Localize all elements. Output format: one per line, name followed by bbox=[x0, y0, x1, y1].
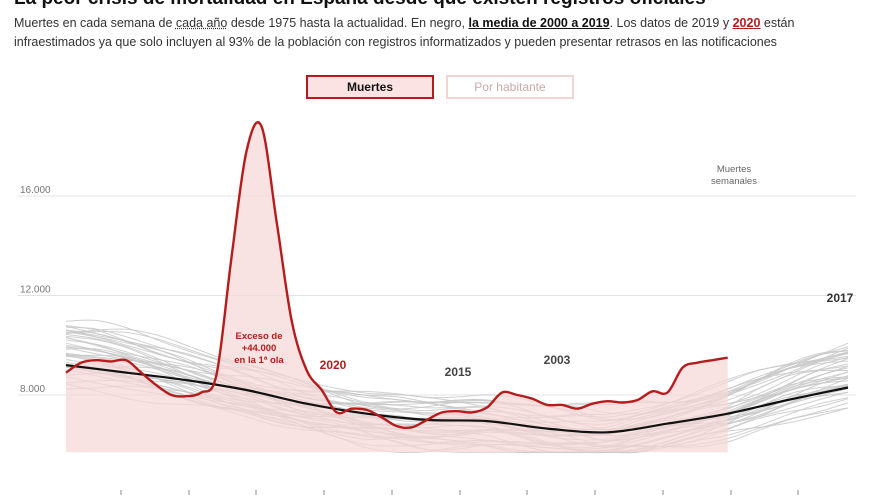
excess-note-line: +44.000 bbox=[242, 343, 277, 354]
chart-title: La peor crisis de mortalidad en España d… bbox=[14, 0, 706, 10]
year-label-2015: 2015 bbox=[445, 365, 472, 379]
excess-note-line: en la 1ª ola bbox=[234, 355, 284, 366]
highlighted-series bbox=[65, 121, 849, 434]
excess-note-line: Exceso de bbox=[236, 331, 283, 342]
y-axis-label-line: Muertes bbox=[717, 164, 752, 175]
subtitle-text-2: desde 1975 hasta la actualidad. En negro… bbox=[227, 16, 469, 30]
subtitle-each-year-link[interactable]: cada año bbox=[175, 16, 228, 30]
y-tick-label: 12.000 bbox=[20, 285, 51, 296]
y-tick-label: 8.000 bbox=[20, 384, 45, 395]
x-axis-partial-ticks bbox=[120, 490, 799, 495]
per-capita-toggle-button[interactable]: Por habitante bbox=[446, 75, 574, 99]
average-line bbox=[65, 364, 849, 434]
y-axis-label-line: semanales bbox=[711, 176, 757, 187]
line-2020 bbox=[65, 121, 728, 430]
chart-subtitle: Muertes en cada semana de cada año desde… bbox=[14, 14, 864, 52]
y-tick-label: 16.000 bbox=[20, 185, 51, 196]
excess-area-2020 bbox=[66, 122, 728, 453]
area-2020 bbox=[66, 122, 728, 453]
year-label-2003: 2003 bbox=[544, 353, 571, 367]
subtitle-text-1: Muertes en cada semana de bbox=[14, 16, 176, 30]
subtitle-average-link[interactable]: la media de 2000 a 2019 bbox=[468, 16, 610, 30]
year-label-2020: 2020 bbox=[320, 358, 347, 372]
year-label-2017: 2017 bbox=[827, 291, 854, 305]
subtitle-2020-link[interactable]: 2020 bbox=[732, 16, 761, 30]
subtitle-text-4: están infraestimados ya que solo incluye… bbox=[14, 16, 795, 49]
y-axis-ticks: 16.000 12.000 8.000 bbox=[20, 185, 51, 395]
grid-lines bbox=[18, 195, 856, 396]
deaths-toggle-button[interactable]: Muertes bbox=[306, 75, 434, 99]
subtitle-text-3: . Los datos de 2019 y bbox=[609, 16, 733, 30]
